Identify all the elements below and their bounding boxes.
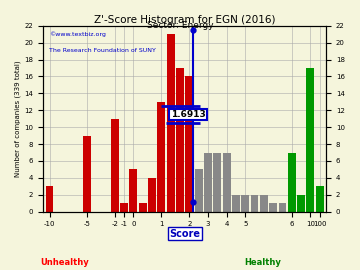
Bar xyxy=(260,195,268,212)
Bar xyxy=(148,178,156,212)
Bar xyxy=(139,203,147,212)
Text: Healthy: Healthy xyxy=(244,258,281,266)
Bar xyxy=(157,102,165,212)
Bar xyxy=(306,68,314,212)
Bar xyxy=(120,203,128,212)
Title: Z'-Score Histogram for EGN (2016): Z'-Score Histogram for EGN (2016) xyxy=(94,15,275,25)
Bar xyxy=(297,195,305,212)
Bar xyxy=(195,170,203,212)
Bar xyxy=(288,153,296,212)
Bar xyxy=(130,170,138,212)
Bar xyxy=(279,203,287,212)
Bar xyxy=(185,76,193,212)
Bar xyxy=(316,186,324,212)
Bar xyxy=(46,186,54,212)
Bar xyxy=(222,153,230,212)
Bar xyxy=(232,195,240,212)
Bar xyxy=(167,34,175,212)
Bar xyxy=(213,153,221,212)
X-axis label: Score: Score xyxy=(169,229,200,239)
Text: Unhealthy: Unhealthy xyxy=(40,258,89,266)
Text: ©www.textbiz.org: ©www.textbiz.org xyxy=(49,31,105,37)
Bar xyxy=(251,195,258,212)
Bar xyxy=(269,203,277,212)
Bar xyxy=(83,136,91,212)
Bar xyxy=(176,68,184,212)
Bar xyxy=(241,195,249,212)
Text: 1.6913: 1.6913 xyxy=(171,110,206,119)
Bar xyxy=(204,153,212,212)
Text: Sector: Energy: Sector: Energy xyxy=(147,21,213,30)
Text: The Research Foundation of SUNY: The Research Foundation of SUNY xyxy=(49,48,156,53)
Bar xyxy=(111,119,119,212)
Y-axis label: Number of companies (339 total): Number of companies (339 total) xyxy=(15,60,22,177)
